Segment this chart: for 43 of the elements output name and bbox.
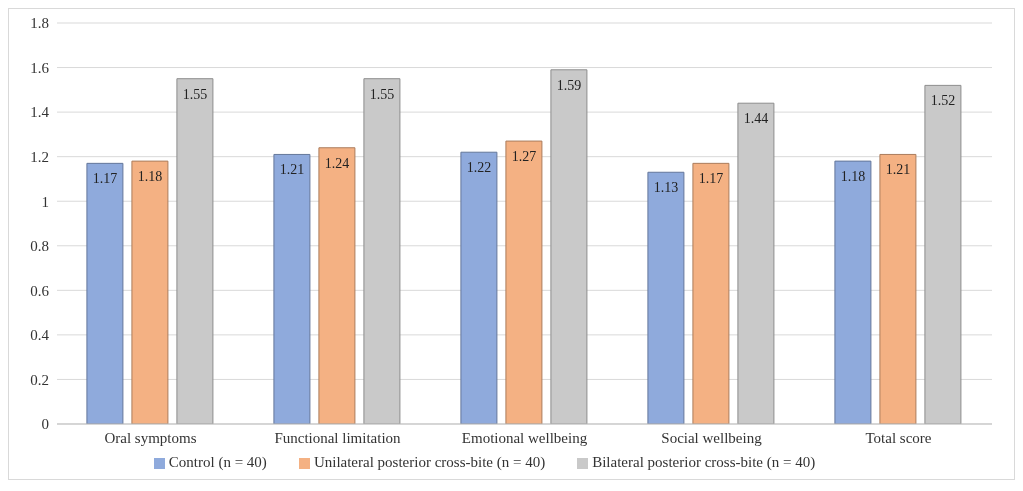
bar (647, 171, 685, 424)
data-label: 1.17 (92, 171, 118, 187)
x-tick-label: Oral symptoms (104, 429, 197, 446)
bar (460, 151, 498, 424)
data-label: 1.24 (324, 155, 350, 171)
data-label: 1.52 (930, 93, 956, 109)
y-tick-label: 0 (41, 416, 49, 433)
bar (505, 140, 543, 424)
legend-label: Bilateral posterior cross-bite (n = 40) (592, 454, 816, 470)
bar (131, 160, 169, 424)
bar (86, 162, 124, 424)
data-label: 1.44 (743, 111, 769, 127)
bar (879, 153, 917, 424)
legend-label: Unilateral posterior cross-bite (n = 40) (313, 454, 546, 470)
bar (318, 147, 356, 424)
data-label: 1.55 (182, 86, 208, 102)
data-label: 1.27 (511, 149, 537, 165)
data-label: 1.18 (137, 169, 163, 185)
bar (692, 162, 730, 424)
bar (273, 153, 311, 424)
data-label: 1.18 (840, 169, 866, 185)
y-tick-label: 0.4 (30, 327, 50, 344)
y-tick-label: 0.6 (30, 282, 50, 299)
data-label: 1.55 (369, 86, 395, 102)
data-label: 1.21 (885, 162, 911, 178)
data-label: 1.17 (698, 171, 724, 187)
data-label: 1.21 (279, 162, 305, 178)
data-label: 1.59 (556, 77, 582, 93)
bar (834, 160, 872, 424)
y-tick-label: 1.8 (30, 15, 49, 32)
data-label: 1.13 (653, 180, 679, 196)
y-tick-label: 1 (41, 193, 49, 210)
y-tick-label: 1.6 (30, 59, 50, 76)
x-tick-label: Functional limitation (274, 429, 402, 446)
y-tick-label: 1.2 (30, 148, 49, 165)
x-tick-label: Emotional wellbeing (461, 429, 588, 446)
y-tick-label: 1.4 (30, 104, 50, 121)
y-tick-label: 0.8 (30, 238, 49, 255)
data-label: 1.22 (466, 160, 492, 176)
x-tick-label: Social wellbeing (661, 429, 763, 446)
legend-label: Control (n = 40) (168, 454, 267, 470)
y-tick-label: 0.2 (30, 371, 49, 388)
x-tick-label: Total score (865, 429, 932, 446)
